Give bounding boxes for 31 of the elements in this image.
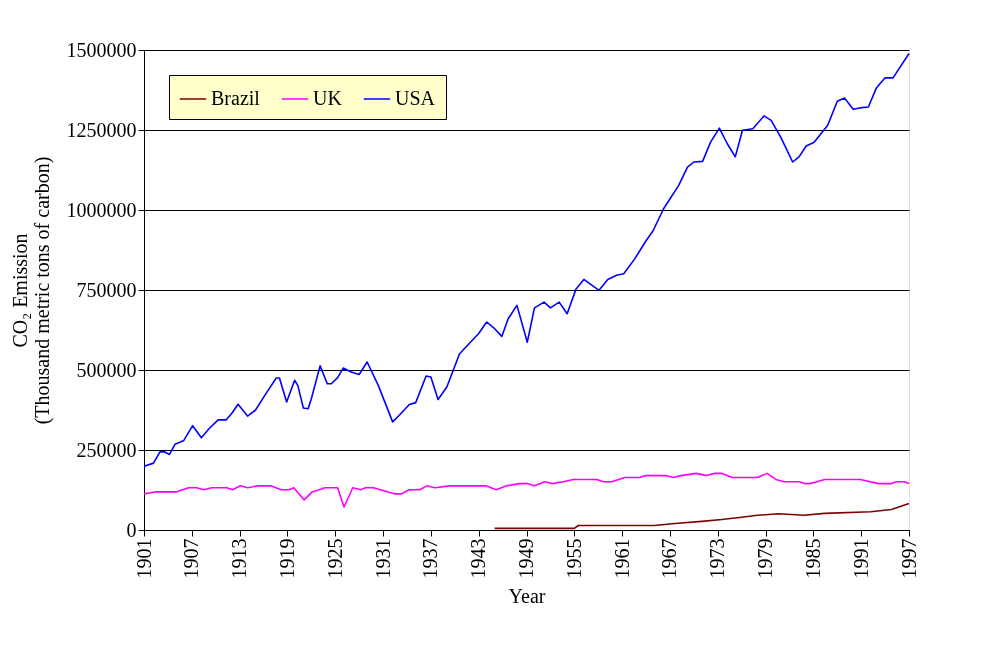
x-tick-label: 1925	[323, 538, 346, 579]
x-tick-label: 1901	[132, 538, 155, 579]
x-tick-label: 1961	[610, 538, 633, 579]
y-tick-label: 250000	[76, 438, 137, 461]
x-axis-title: Year	[508, 584, 546, 607]
x-tick-label: 1973	[706, 538, 729, 579]
y-tick-label: 1000000	[66, 198, 137, 221]
line-series	[493, 502, 910, 530]
x-tick-label: 1907	[180, 538, 203, 579]
x-tick-label: 1955	[562, 538, 585, 579]
x-tick-label: 1997	[897, 538, 920, 579]
x-tick-label: 1931	[371, 538, 394, 579]
x-tick-label: 1919	[275, 538, 298, 579]
line-series	[143, 472, 910, 508]
legend-label: USA	[395, 87, 436, 109]
y-tick-label: 1500000	[66, 38, 137, 61]
y-tick-label: 1250000	[66, 118, 137, 141]
y-tick-label: 750000	[76, 278, 137, 301]
x-tick-label: 1913	[228, 538, 251, 579]
x-tick-label: 1937	[419, 538, 442, 579]
legend-label: Brazil	[211, 87, 261, 109]
y-axis-title: CO₂ Emission (Thousand metric tons of carbon)	[8, 156, 54, 425]
x-tick-label: 1943	[467, 538, 490, 579]
x-tick-label: 1985	[801, 538, 824, 579]
y-tick-label: 0	[126, 518, 137, 541]
y-tick-label: 500000	[76, 358, 137, 381]
x-tick-label: 1967	[658, 538, 681, 579]
legend-label: UK	[313, 87, 343, 109]
x-tick-label: 1979	[754, 538, 777, 579]
x-tick-label: 1949	[515, 538, 537, 579]
x-tick-label: 1991	[849, 538, 872, 579]
